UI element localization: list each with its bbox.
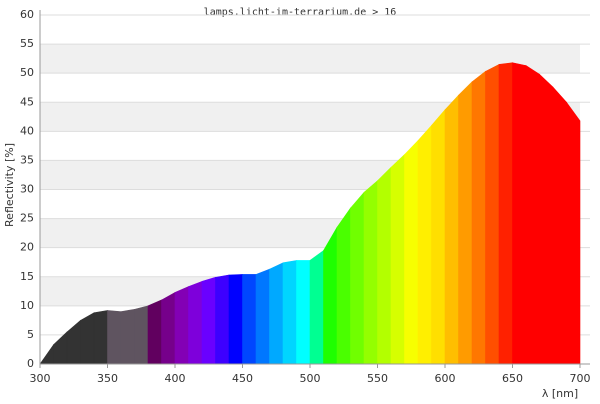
area-segment	[215, 274, 230, 365]
x-tick-label: 300	[30, 372, 51, 385]
area-segment	[336, 207, 351, 365]
x-tick-label: 500	[300, 372, 321, 385]
area-segment	[134, 305, 149, 365]
area-segment	[498, 62, 513, 365]
x-tick-label: 550	[367, 372, 388, 385]
area-segment	[350, 191, 365, 365]
grid-band	[40, 44, 580, 74]
x-tick-label: 350	[97, 372, 118, 385]
area-segment	[39, 343, 54, 365]
area-segment	[269, 262, 284, 365]
x-axis-label: λ [nm]	[542, 387, 578, 400]
area-segment	[242, 274, 257, 365]
area-segment	[174, 286, 189, 365]
y-tick-label: 35	[20, 153, 34, 166]
area-segment	[377, 166, 392, 365]
x-tick-label: 450	[232, 372, 253, 385]
y-tick-label: 20	[20, 241, 34, 254]
y-tick-label: 5	[27, 328, 34, 341]
y-tick-label: 60	[20, 8, 34, 21]
area-segment	[390, 153, 405, 365]
area-segment	[404, 139, 419, 365]
area-segment	[431, 109, 446, 365]
area-segment	[107, 310, 122, 365]
area-segment	[120, 308, 135, 365]
area-segment	[255, 268, 270, 365]
x-tick-label: 400	[165, 372, 186, 385]
area-segment	[458, 81, 473, 365]
x-tick-label: 700	[570, 372, 591, 385]
y-tick-label: 25	[20, 212, 34, 225]
area-segment	[552, 86, 567, 365]
area-segment	[566, 101, 581, 365]
area-segment	[485, 63, 500, 365]
area-segment	[80, 312, 95, 365]
y-tick-label: 15	[20, 270, 34, 283]
area-segment	[93, 310, 108, 365]
area-segment	[471, 70, 486, 365]
area-segment	[188, 280, 203, 365]
area-segment	[161, 291, 176, 365]
area-segment	[282, 260, 297, 365]
area-segment	[228, 274, 243, 365]
y-tick-label: 40	[20, 124, 34, 137]
area-segment	[147, 299, 162, 365]
area-segment	[444, 94, 459, 365]
y-tick-label: 45	[20, 95, 34, 108]
y-tick-label: 55	[20, 37, 34, 50]
area-segment	[309, 249, 324, 365]
chart-title: lamps.licht-im-terrarium.de > 16	[204, 7, 397, 18]
y-tick-label: 0	[27, 357, 34, 370]
area-segment	[201, 276, 216, 365]
y-tick-label: 30	[20, 183, 34, 196]
area-segment	[363, 180, 378, 365]
area-segment	[417, 124, 432, 365]
area-segment	[525, 65, 540, 365]
area-segment	[296, 260, 311, 365]
x-tick-label: 650	[502, 372, 523, 385]
area-segment	[512, 62, 527, 365]
area-segment	[53, 331, 68, 365]
y-tick-label: 50	[20, 66, 34, 79]
x-tick-label: 600	[435, 372, 456, 385]
y-tick-label: 10	[20, 299, 34, 312]
y-axis-label: Reflectivity [%]	[3, 143, 16, 227]
area-segment	[66, 319, 81, 365]
area-segment	[323, 226, 338, 365]
area-segment	[539, 73, 554, 365]
